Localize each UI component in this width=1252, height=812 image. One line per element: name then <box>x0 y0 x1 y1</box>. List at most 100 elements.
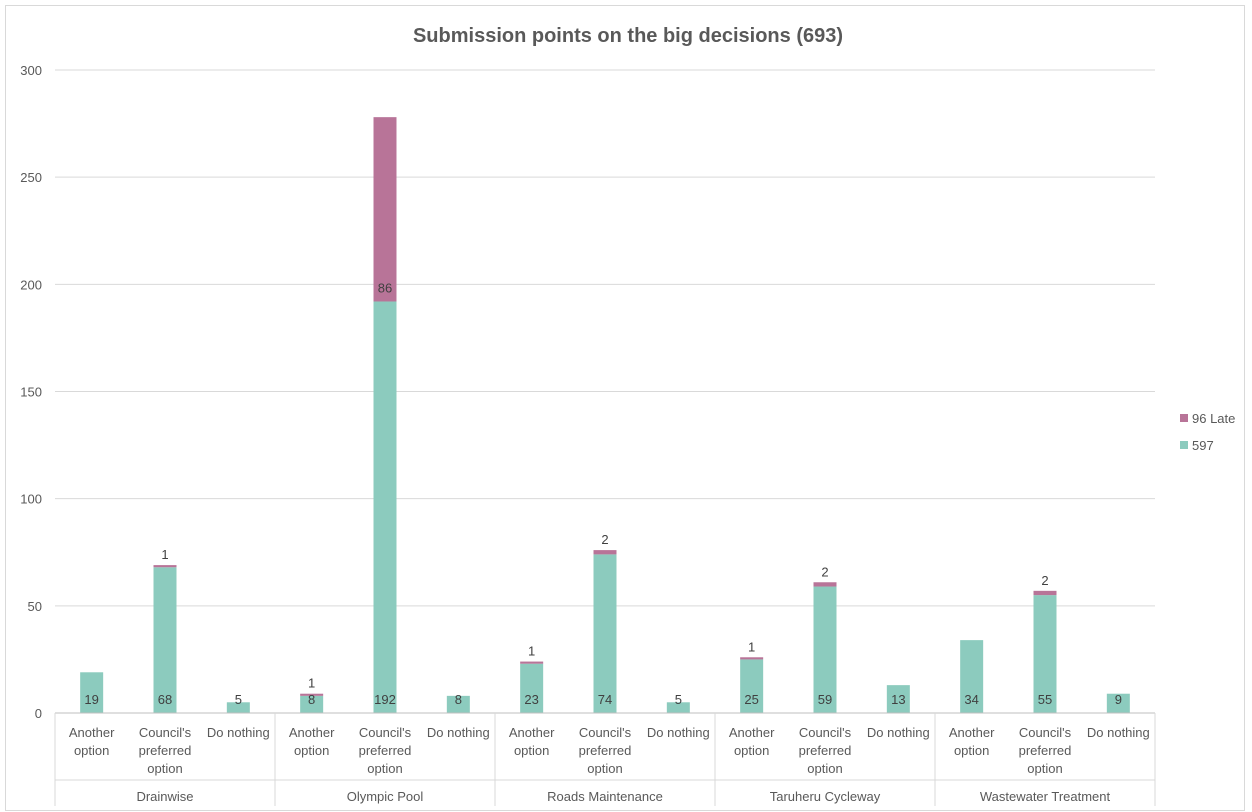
x-category-label: preferred <box>799 743 852 758</box>
x-group-label: Wastewater Treatment <box>980 789 1111 804</box>
data-label: 2 <box>821 564 828 579</box>
bar-segment-late <box>1033 590 1057 596</box>
bar-segment-on-time <box>1033 595 1057 713</box>
data-label: 74 <box>598 692 612 707</box>
x-category-label: preferred <box>1019 743 1072 758</box>
y-tick-label: 0 <box>35 706 42 721</box>
x-group-label: Olympic Pool <box>347 789 424 804</box>
x-category-label: preferred <box>579 743 632 758</box>
x-group-label: Taruheru Cycleway <box>770 789 881 804</box>
bar-segment-on-time <box>593 554 617 713</box>
bar-segment-late <box>373 117 397 302</box>
bar-segment-on-time <box>153 567 177 713</box>
bar-segment-on-time <box>226 702 250 713</box>
bar-segment-on-time <box>886 685 910 713</box>
x-category-label: option <box>734 743 769 758</box>
legend-label: 597 <box>1192 438 1214 453</box>
data-label: 1 <box>528 644 535 659</box>
data-label: 1 <box>161 547 168 562</box>
data-label: 19 <box>84 692 98 707</box>
data-label: 5 <box>675 692 682 707</box>
bar-segment-late <box>593 550 617 555</box>
bar-segment-on-time <box>1106 693 1130 713</box>
data-label: 25 <box>744 692 758 707</box>
x-category-label: preferred <box>139 743 192 758</box>
data-label: 86 <box>378 280 392 295</box>
x-category-label: Council's <box>139 725 192 740</box>
data-label: 13 <box>891 692 905 707</box>
data-label: 8 <box>455 692 462 707</box>
bar-segment-on-time <box>446 695 470 713</box>
x-category-label: option <box>367 761 402 776</box>
x-category-label: Another <box>69 725 115 740</box>
y-tick-label: 50 <box>28 599 42 614</box>
data-label: 5 <box>235 692 242 707</box>
y-tick-label: 100 <box>20 492 42 507</box>
data-label: 23 <box>524 692 538 707</box>
x-category-label: option <box>147 761 182 776</box>
data-label: 8 <box>308 692 315 707</box>
bar-segment-on-time <box>520 663 544 713</box>
bar-segment-late <box>300 693 324 696</box>
y-axis: 0 50 100 150 200 250 300 <box>20 63 42 721</box>
bar-segment-late <box>813 582 837 587</box>
x-category-label: Another <box>949 725 995 740</box>
chart-title: Submission points on the big decisions (… <box>413 25 843 47</box>
bars <box>80 117 1130 713</box>
x-category-label: option <box>294 743 329 758</box>
x-category-label: option <box>1027 761 1062 776</box>
data-label: 1 <box>308 676 315 691</box>
y-tick-label: 200 <box>20 277 42 292</box>
x-category-label: Do nothing <box>1087 725 1150 740</box>
x-category-label: Council's <box>1019 725 1072 740</box>
x-axis: Another option Council's preferred option Do … <box>54 712 1156 806</box>
legend-label: 96 Late <box>1192 411 1235 426</box>
x-group-label: Drainwise <box>136 789 193 804</box>
bar-segment-on-time <box>666 702 690 713</box>
bar-segment-on-time <box>960 640 984 713</box>
x-category-label: option <box>587 761 622 776</box>
x-category-label: option <box>74 743 109 758</box>
x-category-label: option <box>807 761 842 776</box>
data-label: 34 <box>964 692 978 707</box>
legend: 96 Late 597 <box>1180 411 1235 453</box>
x-category-label: Do nothing <box>207 725 270 740</box>
data-label: 9 <box>1115 692 1122 707</box>
bar-segment-on-time <box>813 586 837 713</box>
y-tick-label: 150 <box>20 385 42 400</box>
x-category-label: Council's <box>799 725 852 740</box>
x-category-label: Council's <box>359 725 412 740</box>
bar-segment-on-time <box>300 695 324 713</box>
y-tick-label: 300 <box>20 63 42 78</box>
data-label: 68 <box>158 692 172 707</box>
legend-swatch <box>1180 414 1188 422</box>
data-label: 55 <box>1038 692 1052 707</box>
x-category-label: Another <box>289 725 335 740</box>
bar-segment-on-time <box>373 301 397 713</box>
x-category-label: Council's <box>579 725 632 740</box>
bar-segment-late <box>740 657 764 660</box>
x-category-label: Do nothing <box>427 725 490 740</box>
x-category-label: option <box>514 743 549 758</box>
y-tick-label: 250 <box>20 170 42 185</box>
x-category-label: Do nothing <box>647 725 710 740</box>
bar-segment-on-time <box>80 672 104 713</box>
bar-segment-late <box>153 565 177 568</box>
x-category-label: option <box>954 743 989 758</box>
data-label: 192 <box>374 692 396 707</box>
bar-segment-late <box>520 661 544 664</box>
x-category-label: Another <box>729 725 775 740</box>
x-category-label: preferred <box>359 743 412 758</box>
data-label: 2 <box>601 532 608 547</box>
bar-segment-on-time <box>740 659 764 713</box>
legend-swatch <box>1180 441 1188 449</box>
x-category-label: Another <box>509 725 555 740</box>
x-group-label: Roads Maintenance <box>547 789 663 804</box>
data-label: 2 <box>1041 573 1048 588</box>
chart-frame <box>5 5 1245 811</box>
data-label: 59 <box>818 692 832 707</box>
data-label: 1 <box>748 639 755 654</box>
x-category-label: Do nothing <box>867 725 930 740</box>
